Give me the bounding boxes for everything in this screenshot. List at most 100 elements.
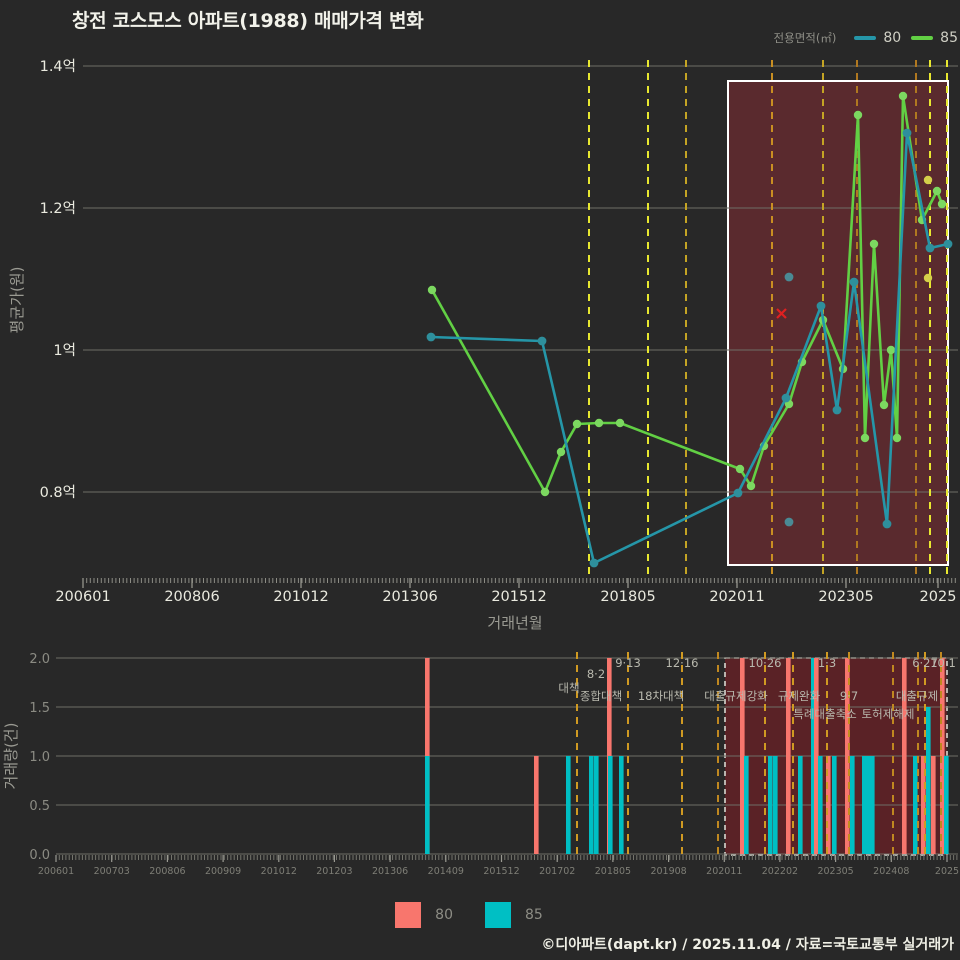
- policy-name-label: 18차대책: [638, 689, 684, 703]
- volume-bar: [913, 756, 918, 854]
- xtick-3: 201306: [382, 589, 437, 605]
- price-chart-legend: 전용면적(㎡) 80 85: [774, 30, 958, 46]
- policy-date-label: 1·3: [818, 656, 836, 670]
- volume-bar: [832, 756, 837, 854]
- xtick-6: 202011: [709, 589, 764, 605]
- vol-ytick-20: 2.0: [29, 652, 50, 667]
- volume-xtick: 201306: [372, 866, 408, 877]
- legend-label-85: 85: [940, 30, 958, 46]
- policy-name-label: 토허제해제: [862, 707, 915, 721]
- volume-bar: [425, 756, 430, 854]
- volume-bar: [818, 756, 823, 854]
- bottom-legend-swatch-80[interactable]: [395, 902, 422, 928]
- volume-bar: [940, 658, 945, 854]
- volume-bar: [902, 658, 907, 854]
- highlight-region-recent: [728, 81, 948, 565]
- policy-name-label: 규제완화: [778, 689, 821, 703]
- price-markers-80: [426, 128, 953, 568]
- volume-bars: [425, 658, 949, 854]
- price-markers-85: [427, 91, 947, 497]
- price-x-minor-ticks: [82, 578, 956, 588]
- volume-bar: [814, 658, 819, 854]
- volume-bar: [566, 756, 571, 854]
- ytick-100: 1억: [53, 342, 76, 359]
- volume-xtick: 201012: [261, 866, 297, 877]
- policy-date-label: 9·13: [615, 656, 641, 670]
- volume-xtick: 201203: [316, 866, 352, 877]
- volume-bar: [944, 756, 949, 854]
- policy-date-label: 10·1: [930, 656, 956, 670]
- gridlines: [83, 65, 958, 493]
- volume-bar: [921, 756, 926, 854]
- price-y-axis: 1.4억 1.2억 1억 0.8억 평균가(원): [8, 58, 76, 501]
- legend-swatch-85: [911, 36, 934, 40]
- volume-bar: [589, 756, 594, 854]
- volume-xtick: 201512: [483, 866, 519, 877]
- policy-name-label: 종합대책: [580, 689, 622, 703]
- footer-credit: ©디아파트(dapt.kr) / 2025.11.04 / 자료=국토교통부 실…: [541, 937, 954, 953]
- volume-bar: [866, 756, 871, 854]
- volume-bar: [850, 756, 855, 854]
- volume-xtick: 202408: [873, 866, 909, 877]
- volume-gridlines: [56, 657, 958, 855]
- xtick-0: 200601: [55, 589, 110, 605]
- legend-title: 전용면적(㎡): [773, 31, 837, 45]
- volume-policy-annotations: 8·2 대책 9·13 종합대책 12·16 18차대책 10·26 대출규제강화 규제완화 1·…: [558, 656, 955, 721]
- policy-name-label: 대출규제강화: [704, 689, 768, 703]
- policy-date-label: 10·26: [749, 656, 782, 670]
- volume-x-minor-ticks: [55, 855, 958, 860]
- price-x-axis: 200601 200806 201012 201306 201512 20180…: [55, 589, 956, 632]
- volume-xtick: 201702: [539, 866, 575, 877]
- volume-bar: [594, 756, 599, 854]
- vol-ytick-00: 0.0: [29, 848, 50, 863]
- volume-xtick: 201409: [428, 866, 464, 877]
- ytick-80: 0.8억: [40, 484, 76, 501]
- volume-bar: [826, 756, 831, 854]
- volume-xtick: 201908: [650, 866, 686, 877]
- vol-ytick-15: 1.5: [29, 701, 50, 716]
- bottom-legend-swatch-85[interactable]: [485, 902, 511, 928]
- price-outlier-x-icon: [776, 308, 787, 319]
- policy-date-label: 8·2: [587, 667, 605, 681]
- xtick-1: 200806: [164, 589, 219, 605]
- xtick-4: 201512: [491, 589, 546, 605]
- volume-bar: [786, 658, 791, 854]
- volume-bar: [619, 756, 624, 854]
- price-x-axis-label: 거래년월: [487, 614, 542, 632]
- policy-name-label: 특례대출축소: [793, 707, 856, 721]
- volume-policy-vlines: [576, 652, 942, 855]
- volume-y-axis: 2.0 1.5 1.0 0.5 0.0 거래량(건): [2, 652, 50, 863]
- price-isolated-markers-80: [784, 272, 794, 527]
- xtick-7: 202305: [818, 589, 873, 605]
- volume-y-axis-label: 거래량(건): [2, 723, 20, 790]
- page-title: 창전 코스모스 아파트(1988) 매매가격 변화: [72, 10, 424, 32]
- volume-bar: [773, 756, 778, 854]
- volume-xtick: 202202: [762, 866, 798, 877]
- volume-bar: [534, 756, 539, 854]
- volume-xtick: 201805: [595, 866, 631, 877]
- legend-item-85[interactable]: 85: [911, 30, 958, 46]
- volume-bar: [798, 756, 803, 854]
- price-y-axis-label: 평균가(원): [8, 267, 26, 334]
- price-policy-vlines: [588, 60, 948, 578]
- ytick-140: 1.4억: [40, 58, 76, 75]
- xtick-2: 201012: [273, 589, 328, 605]
- legend-item-80[interactable]: 80: [854, 30, 901, 46]
- volume-bar: [744, 756, 749, 854]
- policy-date-label: 9·7: [840, 689, 858, 703]
- volume-chart-legend: 80 85: [0, 902, 960, 928]
- policy-date-label: 6·27: [912, 656, 938, 670]
- volume-bar: [811, 658, 816, 854]
- volume-x-axis: 200601 200703 200806 200909 201012 201203 2013…: [38, 855, 959, 877]
- bottom-legend-label-85: 85: [525, 907, 543, 923]
- ytick-120: 1.2억: [40, 200, 76, 217]
- xtick-5: 201805: [600, 589, 655, 605]
- price-line-80: [430, 131, 949, 565]
- price-isolated-markers-85: [923, 175, 933, 283]
- volume-bar-chart[interactable]: 2.0 1.5 1.0 0.5 0.0 거래량(건) 8·2 대책 9·13 종합대책…: [0, 648, 960, 898]
- policy-name-label: 대책: [558, 681, 579, 695]
- price-line-chart[interactable]: 1.4억 1.2억 1억 0.8억 평균가(원): [0, 0, 960, 640]
- legend-label-80: 80: [883, 30, 902, 46]
- policy-name-label: 대출규제: [896, 689, 938, 703]
